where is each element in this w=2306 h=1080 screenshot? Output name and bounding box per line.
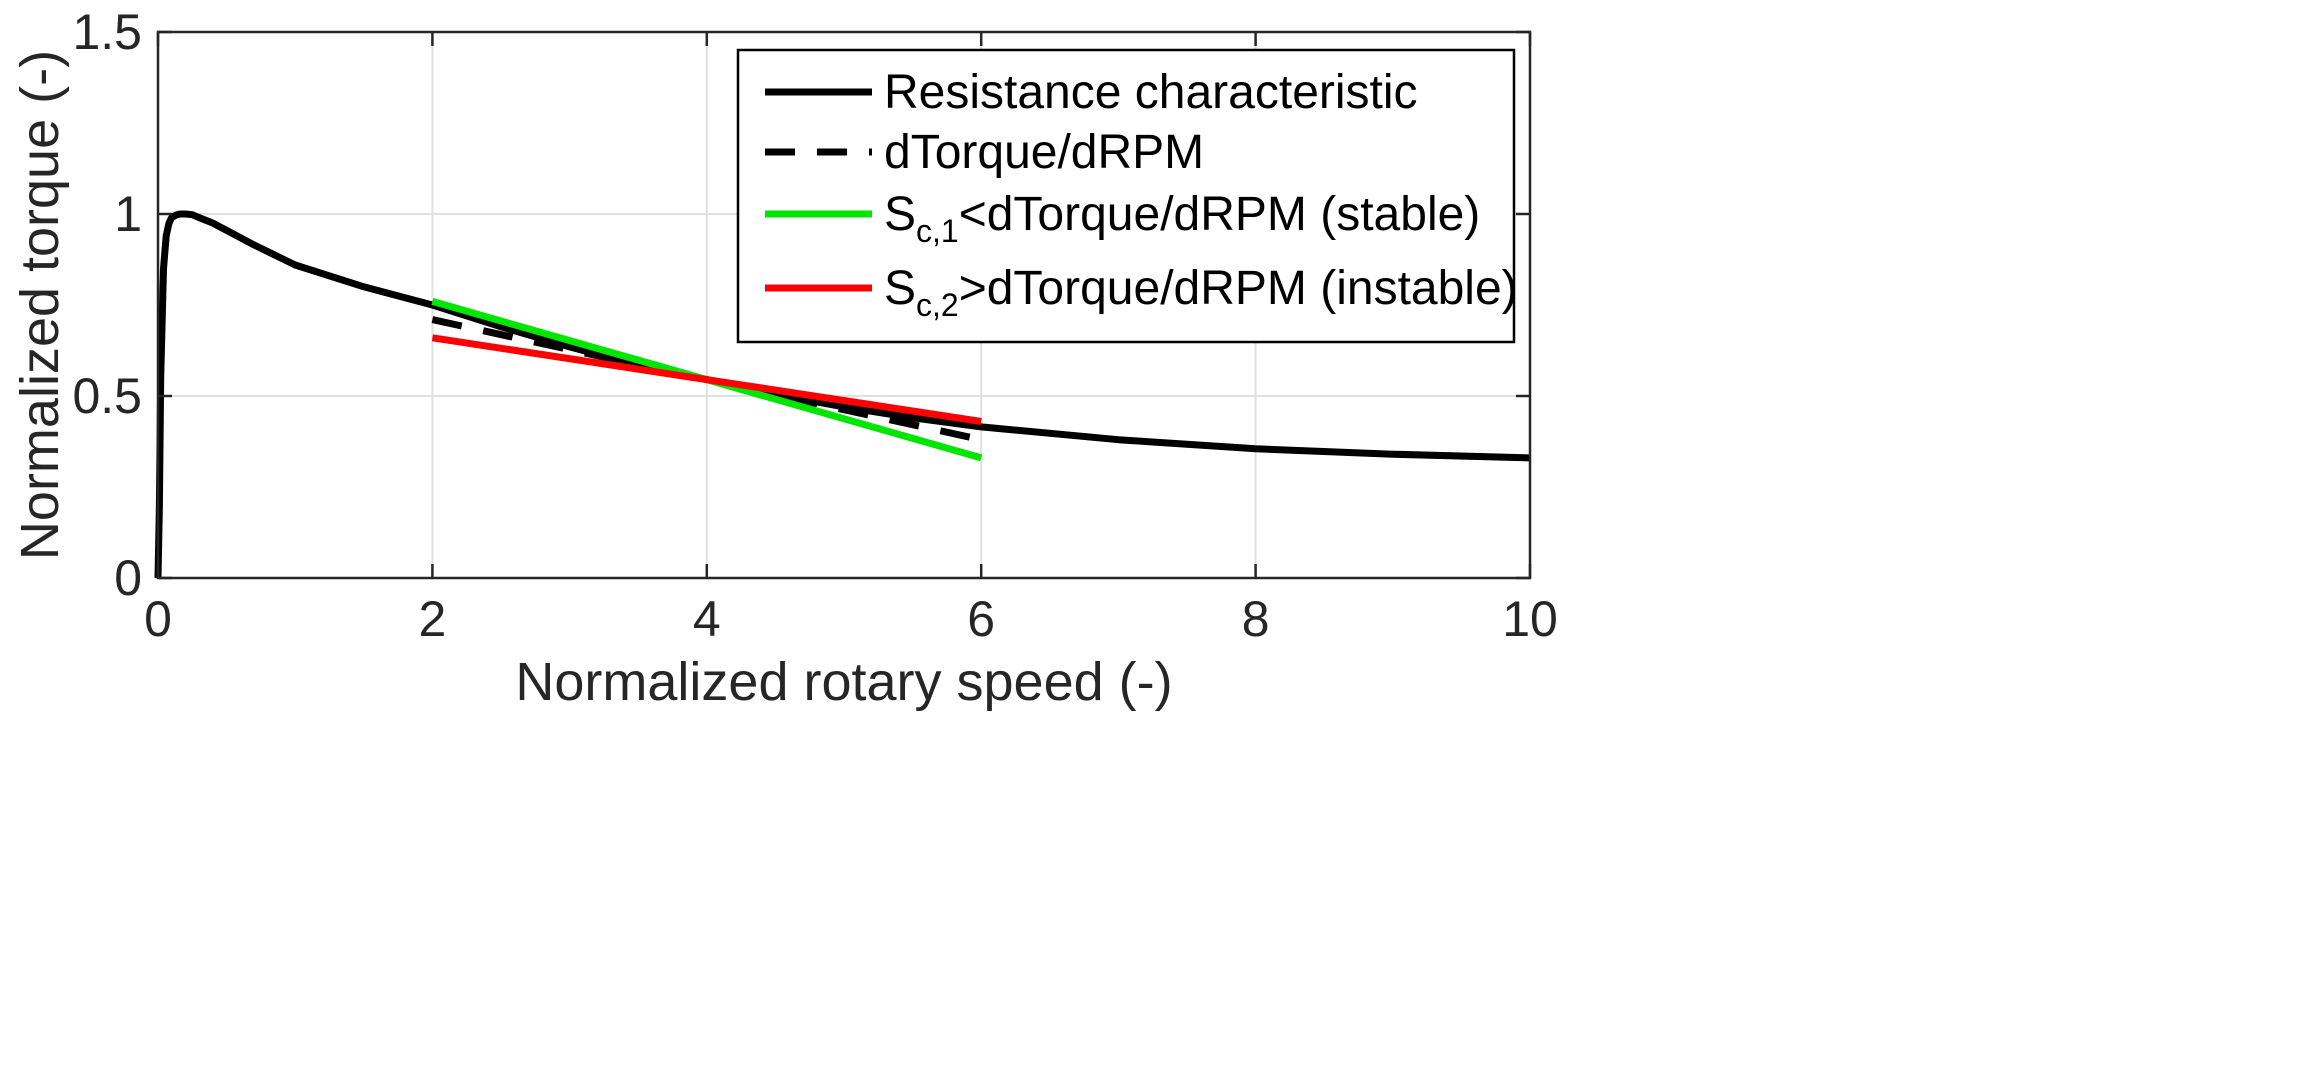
x-tick-label: 6 bbox=[967, 591, 995, 647]
y-tick-label: 1.5 bbox=[72, 4, 142, 60]
legend-label-instable: Sc,2>dTorque/dRPM (instable) bbox=[884, 262, 1518, 323]
legend-stable-subscript: c,1 bbox=[916, 213, 959, 249]
legend-box bbox=[736, 48, 1516, 344]
legend-instable-subscript: c,2 bbox=[916, 287, 959, 323]
x-tick-label: 8 bbox=[1242, 591, 1270, 647]
legend-label-dtorque: dTorque/dRPM bbox=[884, 126, 1204, 179]
y-axis-label: Normalized torque (-) bbox=[10, 50, 70, 560]
plot-frame bbox=[156, 30, 1532, 580]
legend: Resistance characteristic dTorque/dRPM S… bbox=[736, 48, 1518, 344]
legend-label-resistance: Resistance characteristic bbox=[884, 66, 1418, 119]
series-layer bbox=[154, 210, 1531, 579]
y-tick-label: 0.5 bbox=[72, 368, 142, 424]
x-tick-label: 10 bbox=[1502, 591, 1558, 647]
y-tick-label: 0 bbox=[114, 550, 142, 606]
x-tick-label: 2 bbox=[418, 591, 446, 647]
x-tick-label: 0 bbox=[144, 591, 172, 647]
y-tick-label: 1 bbox=[114, 186, 142, 242]
legend-stable-rest: <dTorque/dRPM (stable) bbox=[959, 188, 1481, 241]
x-axis-label: Normalized rotary speed (-) bbox=[515, 652, 1172, 712]
tick-layer: 0 2 4 6 8 10 0 0.5 1 1.5 bbox=[72, 4, 1557, 647]
legend-stable-symbol: S bbox=[884, 188, 916, 241]
x-tick-label: 4 bbox=[693, 591, 721, 647]
legend-label-stable: Sc,1<dTorque/dRPM (stable) bbox=[884, 188, 1480, 249]
legend-instable-rest: >dTorque/dRPM (instable) bbox=[959, 262, 1518, 315]
series-line-resistance bbox=[154, 210, 1531, 579]
legend-instable-symbol: S bbox=[884, 262, 916, 315]
series-line-instable bbox=[431, 334, 982, 425]
